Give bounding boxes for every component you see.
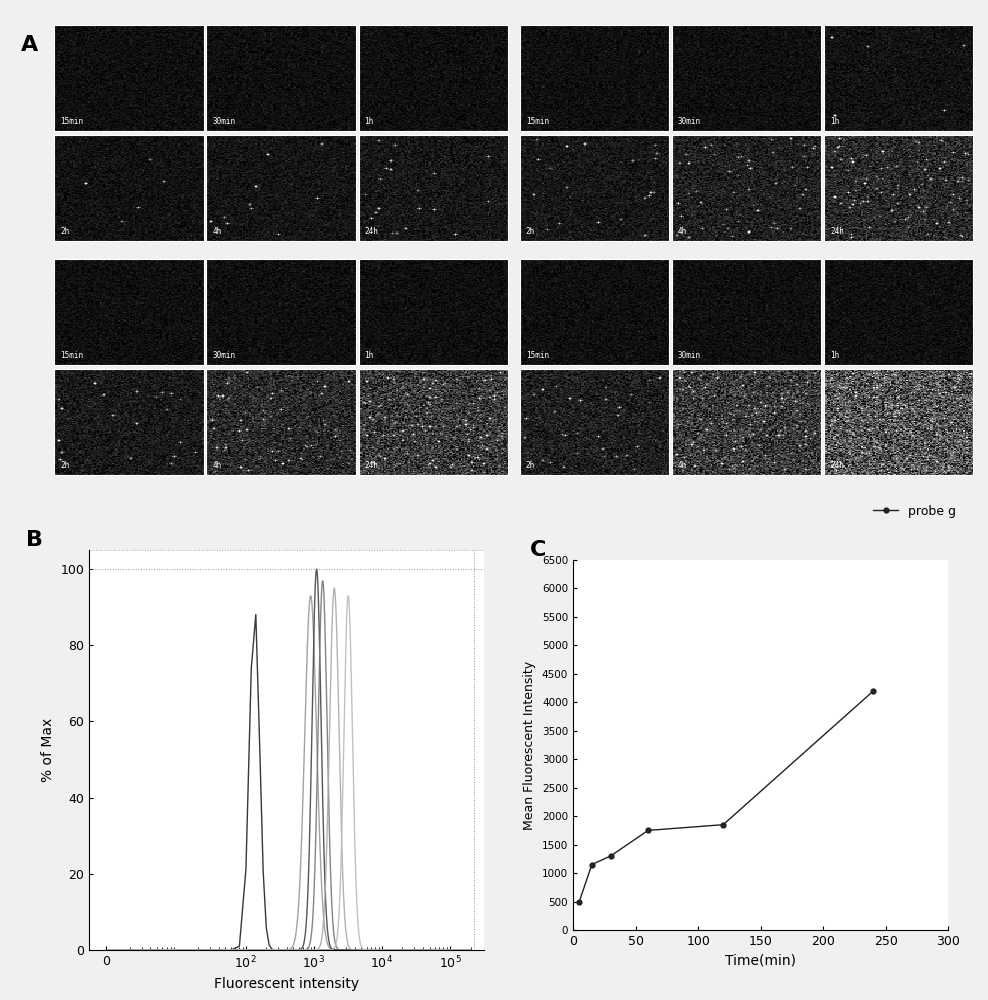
- Text: 15min: 15min: [60, 351, 83, 360]
- Text: 2h: 2h: [60, 461, 69, 470]
- Text: 30min: 30min: [212, 351, 235, 360]
- Text: 30min: 30min: [678, 351, 700, 360]
- Text: 4h: 4h: [212, 227, 221, 236]
- Text: b): b): [520, 29, 532, 39]
- Text: B: B: [26, 530, 43, 550]
- Text: 1h: 1h: [365, 351, 373, 360]
- Text: 1h: 1h: [365, 117, 373, 126]
- Y-axis label: % of Max: % of Max: [41, 718, 54, 782]
- Text: c): c): [54, 263, 65, 273]
- Text: 15min: 15min: [526, 351, 548, 360]
- Text: 24h: 24h: [830, 461, 844, 470]
- Text: 4h: 4h: [678, 461, 687, 470]
- Text: C: C: [531, 540, 546, 560]
- Legend: probe g: probe g: [868, 500, 961, 523]
- Y-axis label: Mean Fluorescent Intensity: Mean Fluorescent Intensity: [524, 660, 536, 830]
- Text: 2h: 2h: [526, 461, 535, 470]
- Text: 4h: 4h: [212, 461, 221, 470]
- Text: 30min: 30min: [212, 117, 235, 126]
- Bar: [89, 550, 484, 950]
- Text: 4h: 4h: [678, 227, 687, 236]
- Text: 24h: 24h: [365, 461, 378, 470]
- Text: d): d): [520, 263, 532, 273]
- Text: 1h: 1h: [830, 351, 839, 360]
- X-axis label: Fluorescent intensity: Fluorescent intensity: [214, 977, 359, 991]
- Text: 15min: 15min: [526, 117, 548, 126]
- Text: 24h: 24h: [365, 227, 378, 236]
- Text: 15min: 15min: [60, 117, 83, 126]
- Text: 2h: 2h: [526, 227, 535, 236]
- Text: 30min: 30min: [678, 117, 700, 126]
- Text: 1h: 1h: [830, 117, 839, 126]
- Text: 2h: 2h: [60, 227, 69, 236]
- Text: a): a): [54, 29, 65, 39]
- Text: 24h: 24h: [830, 227, 844, 236]
- Text: A: A: [21, 35, 39, 55]
- X-axis label: Time(min): Time(min): [725, 953, 796, 967]
